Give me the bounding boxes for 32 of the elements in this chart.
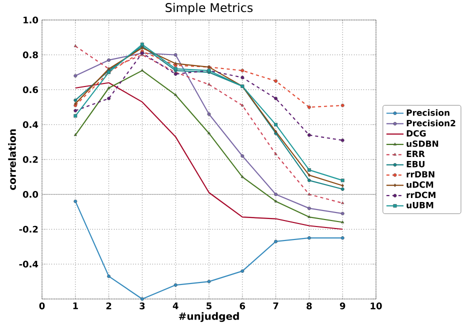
x-tick-label: 3 [140, 302, 145, 310]
x-tick-label: 2 [106, 302, 112, 310]
y-tick-label: 0.0 [22, 190, 38, 198]
x-tick-label: 10 [370, 302, 382, 310]
legend-label: ERR [406, 150, 425, 158]
legend-label: rrDCM [406, 192, 436, 198]
x-tick-label: 7 [273, 302, 278, 310]
legend-label: uDCM [406, 181, 434, 188]
legend-label: Precision [406, 109, 450, 116]
legend-label: DCG [406, 130, 426, 137]
y-tick-label: 1.0 [24, 16, 38, 24]
x-tick-label: 8 [306, 302, 312, 310]
chart-title: Simple Metrics [166, 2, 253, 14]
y-tick-label: -0.2 [19, 226, 38, 233]
x-tick-label: 1 [73, 302, 78, 310]
legend-label: Precision2 [406, 120, 456, 126]
y-tick-label: 0.8 [22, 51, 38, 58]
x-tick-label: 4 [172, 302, 178, 310]
y-tick-label: 0.2 [22, 156, 38, 163]
legend-label: EBU [406, 161, 424, 168]
x-tick-label: 9 [340, 302, 346, 310]
legend-label: uUBM [406, 202, 434, 208]
legend-label: uSDBN [406, 140, 438, 147]
x-tick-label: 6 [240, 302, 246, 310]
y-tick-label: -0.4 [19, 260, 38, 268]
x-axis-title: #unjudged [178, 312, 239, 322]
x-tick-label: 5 [206, 302, 212, 310]
y-tick-label: 0.4 [22, 121, 38, 128]
x-tick-label: 0 [39, 302, 45, 310]
y-tick-label: 0.6 [22, 86, 38, 94]
legend-label: rrDBN [406, 171, 434, 178]
y-axis-title: correlation [8, 129, 16, 190]
